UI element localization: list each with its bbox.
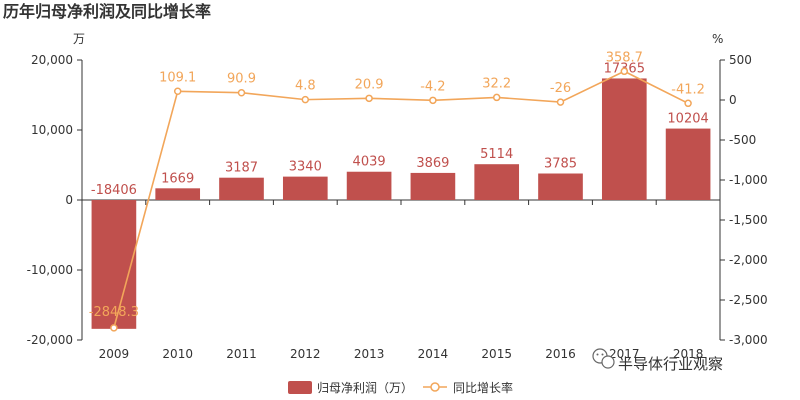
right-axis: 500 0 -500 -1,000 -1,500 -2,000 -2,500 -3,000 bbox=[719, 53, 768, 347]
legend-line-marker bbox=[430, 382, 440, 392]
bar bbox=[601, 78, 647, 200]
right-axis-unit: % bbox=[712, 32, 723, 46]
bar-value-label: 1669 bbox=[161, 171, 194, 186]
left-tick-label: -20,000 bbox=[27, 333, 73, 347]
bar bbox=[282, 176, 328, 200]
watermark-text: 半导体行业观察 bbox=[618, 355, 723, 373]
bar-data-labels: -184061669318733404039386951143785173651… bbox=[91, 61, 709, 198]
growth-value-label: -26 bbox=[550, 81, 571, 96]
bar-series bbox=[91, 78, 711, 329]
left-axis-unit: 万 bbox=[73, 32, 85, 46]
bar bbox=[410, 172, 456, 200]
left-tick-label: -10,000 bbox=[27, 263, 73, 277]
bar-value-label: 3869 bbox=[416, 156, 449, 171]
x-tick-label: 2017 bbox=[609, 347, 640, 361]
bar bbox=[474, 164, 520, 200]
growth-line bbox=[113, 70, 689, 329]
left-tick-label: 20,000 bbox=[31, 53, 73, 67]
x-tick-label: 2014 bbox=[418, 347, 449, 361]
left-axis: 20,000 10,000 0 -10,000 -20,000 bbox=[27, 53, 83, 347]
x-tick-label: 2016 bbox=[545, 347, 576, 361]
legend: 归母净利润（万） 同比增长率 bbox=[288, 380, 513, 395]
right-tick-label: -3,000 bbox=[729, 333, 768, 347]
growth-point bbox=[301, 95, 310, 104]
growth-value-label: 4.8 bbox=[295, 79, 316, 94]
bar bbox=[91, 200, 137, 329]
bar bbox=[155, 188, 201, 200]
bar-value-label: 5114 bbox=[480, 147, 513, 162]
growth-point bbox=[173, 87, 182, 96]
growth-point bbox=[492, 93, 501, 102]
growth-value-label: -41.2 bbox=[671, 82, 705, 97]
growth-value-label: 32.2 bbox=[482, 76, 511, 91]
x-tick-label: 2018 bbox=[673, 347, 704, 361]
right-tick-label: -1,000 bbox=[729, 173, 768, 187]
x-tick-label: 2013 bbox=[354, 347, 385, 361]
x-tick-label: 2009 bbox=[99, 347, 130, 361]
left-tick-label: 10,000 bbox=[31, 123, 73, 137]
bar-value-label: -18406 bbox=[91, 183, 137, 198]
right-tick-label: -2,000 bbox=[729, 253, 768, 267]
bar-value-label: 3785 bbox=[544, 157, 577, 172]
line-data-labels: -2848.3 109.1 90.9 4.8 20.9 -4.2 32.2 -26 358.7 -… bbox=[89, 50, 705, 320]
bar bbox=[538, 173, 583, 200]
growth-value-label: 20.9 bbox=[355, 77, 384, 92]
bar-value-label: 4039 bbox=[353, 155, 386, 170]
bar-value-label: 3187 bbox=[225, 161, 258, 176]
growth-value-label: 358.7 bbox=[606, 50, 643, 65]
right-tick-label: -1,500 bbox=[729, 213, 768, 227]
x-tick-label: 2011 bbox=[226, 347, 257, 361]
bar-value-label: 10204 bbox=[667, 112, 708, 127]
bar bbox=[665, 128, 711, 200]
right-tick-label: -500 bbox=[729, 133, 756, 147]
right-tick-label: 500 bbox=[729, 53, 752, 67]
growth-point bbox=[620, 67, 629, 76]
bar-value-label: 3340 bbox=[289, 160, 322, 175]
growth-point bbox=[237, 88, 246, 97]
wechat-icon bbox=[592, 348, 615, 369]
growth-value-label: -4.2 bbox=[420, 79, 445, 94]
growth-point bbox=[110, 324, 118, 332]
growth-point bbox=[429, 96, 437, 105]
x-axis: 2009 2010 2011 2012 2013 2014 2015 2016 2017 2018 bbox=[81, 199, 721, 361]
watermark: 半导体行业观察 bbox=[592, 348, 723, 373]
x-tick-label: 2010 bbox=[162, 347, 193, 361]
left-tick-label: 0 bbox=[65, 193, 73, 207]
growth-value-label: 109.1 bbox=[159, 70, 196, 85]
legend-bar-swatch bbox=[288, 381, 312, 394]
line-series bbox=[110, 67, 692, 332]
x-tick-label: 2015 bbox=[481, 347, 512, 361]
bar bbox=[219, 177, 264, 200]
right-tick-label: -2,500 bbox=[729, 293, 768, 307]
right-tick-label: 0 bbox=[729, 93, 737, 107]
growth-point bbox=[556, 98, 565, 106]
bar bbox=[346, 171, 392, 200]
growth-value-label: -2848.3 bbox=[89, 305, 139, 320]
growth-value-label: 90.9 bbox=[227, 72, 256, 87]
chart-title: 历年归母净利润及同比增长率 bbox=[3, 2, 211, 21]
growth-point bbox=[684, 99, 692, 108]
growth-point bbox=[365, 94, 373, 103]
x-tick-label: 2012 bbox=[290, 347, 321, 361]
legend-line-label: 同比增长率 bbox=[453, 380, 513, 395]
legend-bar-label: 归母净利润（万） bbox=[317, 381, 413, 395]
